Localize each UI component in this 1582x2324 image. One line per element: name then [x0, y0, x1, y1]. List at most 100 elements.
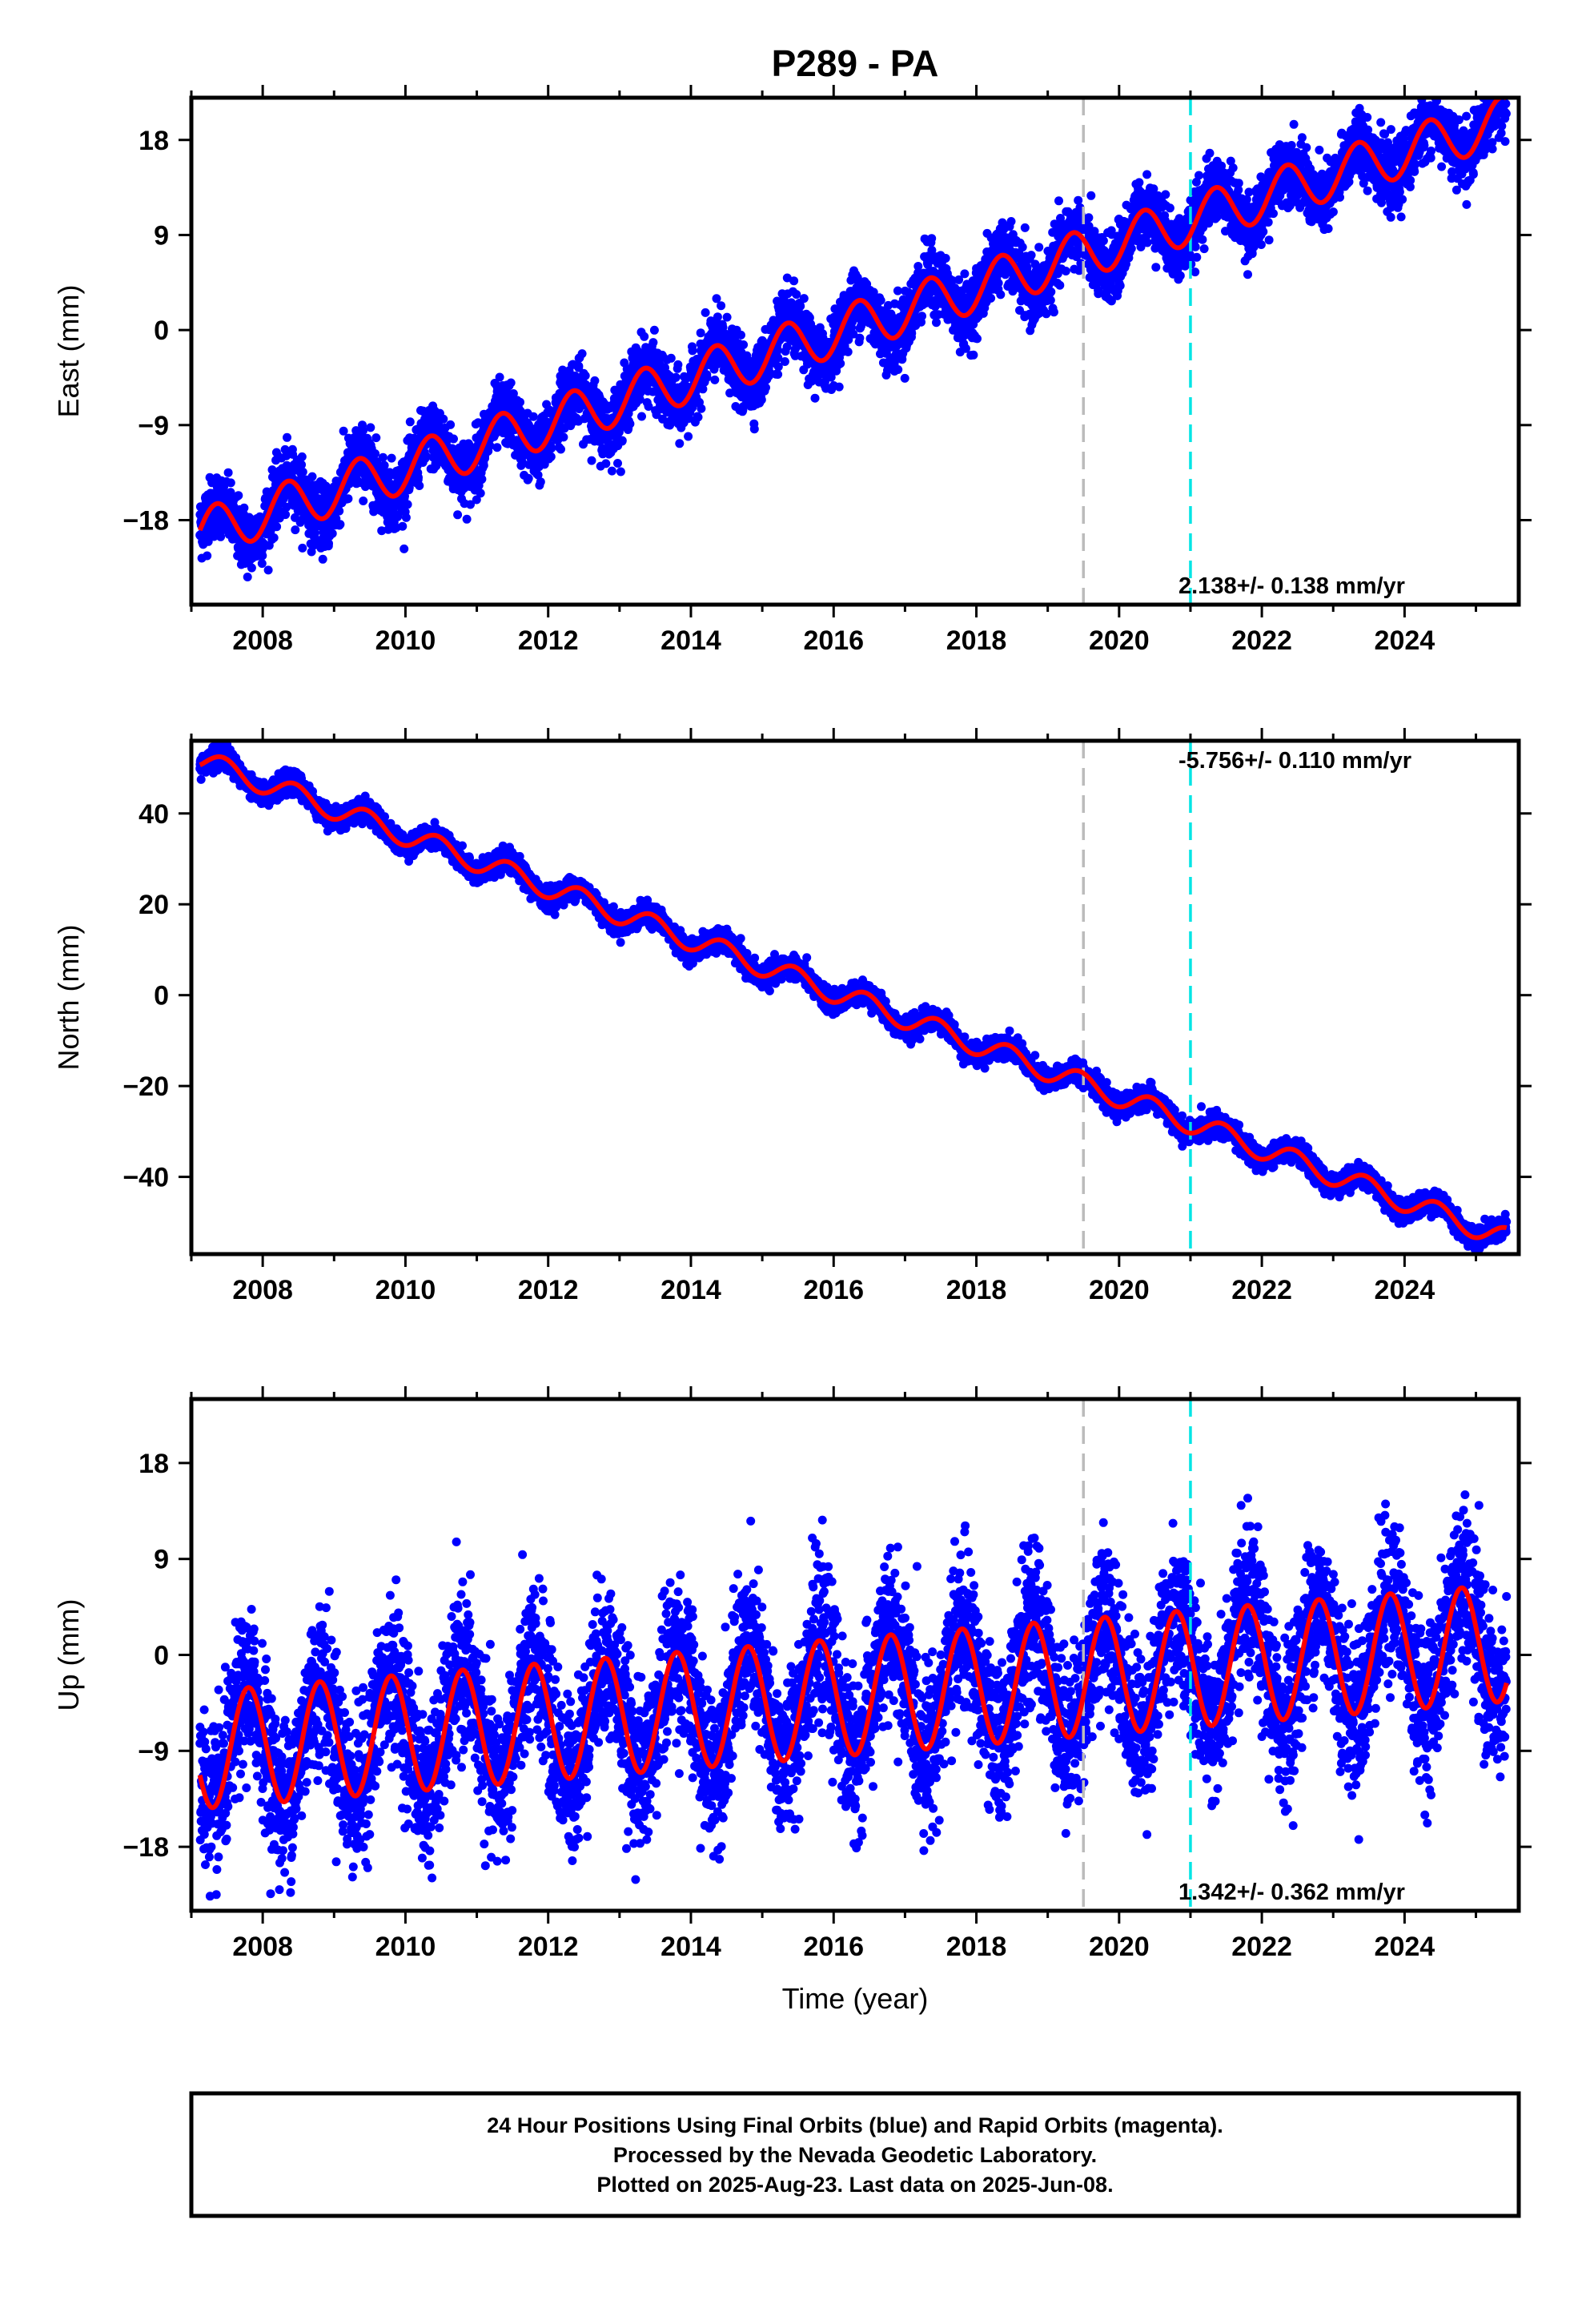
data-point	[640, 332, 649, 341]
data-point	[810, 393, 820, 403]
data-point	[722, 312, 732, 322]
data-point	[1020, 223, 1030, 232]
data-point	[414, 472, 423, 482]
data-point	[239, 503, 249, 513]
data-point	[717, 301, 726, 311]
data-point	[1142, 238, 1152, 247]
data-point	[702, 372, 712, 382]
data-point	[335, 520, 345, 529]
data-point	[547, 444, 556, 453]
data-point	[673, 360, 683, 369]
data-point	[749, 424, 759, 434]
data-point	[574, 361, 584, 371]
data-point	[297, 452, 307, 461]
data-point	[996, 290, 1006, 300]
data-point	[855, 333, 865, 343]
data-point	[671, 372, 681, 382]
data-point	[371, 449, 380, 458]
data-point	[203, 551, 212, 561]
data-point	[587, 456, 596, 465]
data-point	[472, 495, 481, 505]
data-point	[439, 414, 448, 424]
data-point	[737, 330, 745, 340]
data-point	[446, 420, 456, 429]
data-point	[403, 500, 412, 509]
data-point	[378, 452, 387, 462]
data-point	[401, 513, 411, 522]
data-point	[1151, 263, 1161, 272]
data-point	[688, 346, 697, 356]
data-point	[415, 481, 424, 490]
data-point	[577, 349, 587, 359]
data-point	[739, 340, 749, 349]
data-point	[932, 318, 941, 328]
data-point	[324, 539, 333, 549]
data-point	[693, 412, 703, 422]
data-point	[1126, 243, 1136, 253]
data-point	[492, 443, 502, 452]
data-point	[773, 370, 783, 379]
data-point	[1115, 281, 1125, 291]
data-point	[1046, 296, 1055, 305]
data-point	[617, 436, 627, 445]
data-point	[713, 312, 722, 322]
data-point	[697, 404, 706, 413]
data-point	[986, 293, 996, 303]
data-point	[649, 325, 659, 335]
data-point	[476, 489, 485, 498]
data-point	[876, 296, 885, 305]
data-point	[796, 301, 805, 311]
data-point	[1084, 213, 1094, 223]
data-point	[907, 328, 917, 338]
data-point	[613, 459, 622, 468]
data-point	[1165, 203, 1174, 213]
figure-title: P289 - PA	[772, 42, 939, 84]
data-point	[900, 373, 909, 383]
data-point	[556, 444, 565, 454]
data-point	[400, 544, 409, 553]
data-point	[516, 397, 524, 407]
data-point	[298, 543, 307, 553]
data-point	[405, 417, 415, 427]
data-point	[243, 573, 252, 581]
data-point	[1046, 287, 1056, 296]
data-point	[533, 470, 543, 480]
data-point	[666, 353, 676, 363]
data-point	[359, 426, 367, 436]
data-point	[836, 359, 845, 368]
data-point	[1061, 267, 1070, 275]
data-point	[524, 473, 533, 483]
data-point	[834, 382, 844, 392]
east-panel: 2008 2010 2012 2014 2016 2018 2020 2022 2024−18−…	[52, 85, 1532, 656]
data-point	[843, 347, 853, 356]
data-point	[1098, 236, 1108, 246]
data-point	[343, 494, 353, 504]
data-point	[1134, 178, 1144, 187]
data-point	[1026, 251, 1036, 260]
data-point	[421, 451, 431, 460]
data-point	[473, 418, 483, 428]
data-point	[226, 478, 235, 488]
data-point	[601, 459, 611, 468]
data-point	[453, 510, 463, 520]
data-point	[1018, 243, 1027, 252]
data-point	[263, 565, 273, 575]
data-point	[1006, 217, 1016, 226]
data-point	[1086, 191, 1096, 200]
data-point	[927, 234, 937, 243]
data-point	[377, 526, 387, 536]
data-point	[1034, 243, 1044, 252]
data-point	[799, 294, 809, 304]
data-point	[485, 441, 495, 451]
data-point	[369, 507, 379, 517]
data-point	[269, 533, 279, 542]
data-point	[559, 432, 568, 442]
data-point	[258, 551, 267, 561]
data-point	[307, 472, 317, 481]
data-point	[675, 439, 685, 448]
data-point	[1161, 190, 1170, 199]
data-point	[893, 365, 903, 374]
data-point	[773, 345, 782, 355]
data-point	[625, 419, 635, 428]
